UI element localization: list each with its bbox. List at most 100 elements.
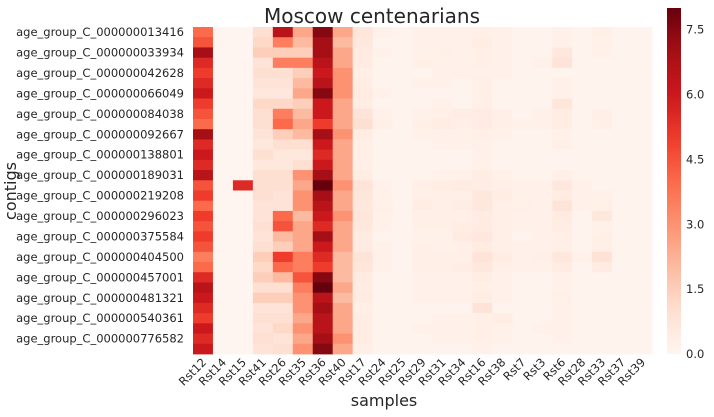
heatmap-cell	[372, 37, 393, 48]
heatmap-cell	[412, 231, 433, 242]
heatmap-cell	[193, 47, 214, 59]
heatmap-cell	[312, 292, 334, 304]
heatmap-cell	[312, 262, 334, 273]
heatmap-cell	[312, 272, 334, 283]
heatmap-cell	[572, 190, 593, 202]
heatmap-cell	[193, 57, 214, 69]
heatmap-cell	[412, 27, 433, 38]
heatmap-cell	[452, 149, 473, 161]
heatmap-cell	[412, 98, 433, 110]
heatmap-cell	[452, 139, 473, 151]
heatmap-cell	[392, 272, 413, 283]
heatmap-cell	[612, 108, 633, 120]
heatmap-cell	[492, 170, 513, 181]
heatmap-cell	[272, 190, 294, 202]
heatmap-cell	[312, 88, 334, 99]
y-tick-label: age_group_C_000000404500	[16, 250, 184, 264]
heatmap-cell	[552, 200, 573, 212]
heatmap-cell	[292, 108, 314, 120]
heatmap-cell	[332, 343, 354, 355]
heatmap-cell	[232, 343, 254, 355]
heatmap-cell	[412, 292, 433, 304]
heatmap-cell	[292, 282, 314, 294]
heatmap-cell	[352, 118, 374, 130]
heatmap-cell	[512, 313, 533, 324]
heatmap-cell	[532, 210, 553, 222]
heatmap-cell	[452, 221, 473, 232]
heatmap-cell	[552, 108, 573, 120]
heatmap-cell	[512, 47, 533, 59]
y-tick-label: age_group_C_000000776582	[16, 332, 184, 346]
heatmap-cell	[572, 231, 593, 242]
heatmap-cell	[412, 251, 433, 263]
heatmap-cell	[472, 67, 493, 79]
heatmap-cell	[193, 98, 214, 110]
heatmap-cell	[272, 47, 294, 59]
heatmap-cell	[452, 200, 473, 212]
heatmap-cell	[632, 88, 653, 99]
heatmap-cell	[352, 343, 374, 355]
heatmap-cell	[532, 231, 553, 242]
heatmap-cell	[312, 323, 334, 334]
heatmap-cell	[452, 118, 473, 130]
heatmap-cell	[332, 27, 354, 38]
heatmap-cell	[612, 37, 633, 48]
heatmap-cell	[512, 78, 533, 89]
heatmap-cell	[612, 190, 633, 202]
heatmap-cell	[232, 57, 254, 69]
heatmap-cell	[312, 149, 334, 161]
heatmap-cell	[432, 272, 453, 283]
heatmap-cell	[232, 159, 254, 171]
heatmap-cell	[592, 67, 613, 79]
heatmap-cell	[332, 170, 354, 181]
heatmap-cell	[312, 78, 334, 89]
heatmap-cell	[552, 241, 573, 253]
heatmap-cell	[193, 67, 214, 79]
y-tick-label: age_group_C_000000138801	[16, 148, 184, 162]
heatmap-cell	[232, 180, 254, 191]
heatmap-cell	[272, 282, 294, 294]
heatmap-cell	[632, 118, 653, 130]
heatmap-cell	[232, 27, 254, 38]
heatmap-cell	[592, 27, 613, 38]
heatmap-cell	[612, 78, 633, 89]
heatmap-cell	[312, 231, 334, 242]
heatmap-cell	[432, 251, 453, 263]
heatmap-cell	[252, 139, 274, 151]
heatmap-cell	[412, 170, 433, 181]
heatmap-cell	[592, 88, 613, 99]
heatmap-cell	[412, 262, 433, 273]
heatmap-cell	[292, 251, 314, 263]
heatmap-cell	[512, 139, 533, 151]
heatmap-cell	[312, 47, 334, 59]
heatmap-cell	[252, 231, 274, 242]
heatmap-cell	[292, 231, 314, 242]
heatmap-cell	[212, 323, 234, 334]
heatmap-cell	[552, 129, 573, 140]
heatmap-cell	[632, 98, 653, 110]
heatmap-cell	[632, 292, 653, 304]
heatmap-cell	[392, 27, 413, 38]
heatmap-cell	[193, 292, 214, 304]
heatmap-cell	[492, 47, 513, 59]
heatmap-cell	[292, 37, 314, 48]
heatmap-cell	[412, 129, 433, 140]
heatmap-cell	[532, 272, 553, 283]
heatmap-cell	[212, 221, 234, 232]
heatmap-cell	[592, 190, 613, 202]
heatmap-cell	[512, 210, 533, 222]
heatmap-cell	[612, 313, 633, 324]
heatmap-cell	[472, 170, 493, 181]
heatmap-cell	[292, 323, 314, 334]
heatmap-cell	[632, 241, 653, 253]
heatmap-cell	[452, 47, 473, 59]
heatmap-cell	[272, 241, 294, 253]
heatmap-cell	[352, 108, 374, 120]
heatmap-cell	[512, 88, 533, 99]
heatmap-cell	[552, 262, 573, 273]
heatmap-cell	[312, 159, 334, 171]
heatmap-cell	[472, 47, 493, 59]
y-tick-label: age_group_C_000000481321	[16, 291, 184, 305]
heatmap-cell	[332, 210, 354, 222]
heatmap-cell	[552, 27, 573, 38]
